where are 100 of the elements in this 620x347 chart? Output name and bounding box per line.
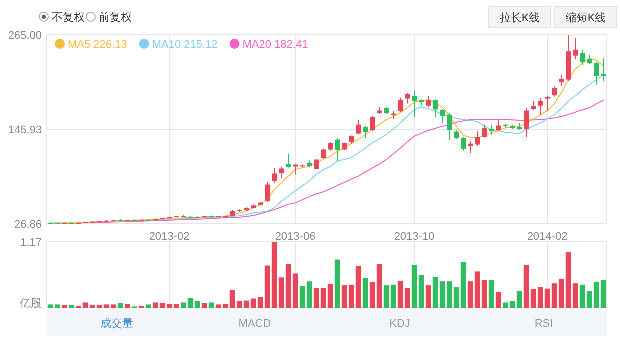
bar (370, 282, 376, 308)
bar (460, 262, 466, 308)
x-tick-label: 2013-06 (275, 231, 316, 243)
bar (68, 305, 74, 308)
text: KDJ (390, 318, 410, 330)
bar (90, 305, 96, 308)
bar (278, 278, 284, 308)
text: 1.17 (20, 237, 42, 249)
bar (272, 242, 278, 308)
bar (516, 292, 522, 308)
bar (600, 280, 606, 308)
bar (306, 282, 312, 308)
bar (174, 304, 180, 308)
bar (474, 272, 480, 308)
bar (328, 284, 334, 308)
bar (356, 266, 362, 308)
bar (566, 252, 572, 308)
bar (488, 280, 494, 308)
bar (538, 288, 544, 308)
bar (558, 278, 564, 308)
bar (146, 304, 152, 308)
bar (502, 302, 508, 308)
text: 不复权 (52, 12, 85, 24)
bar (216, 304, 222, 308)
bar (376, 264, 382, 308)
bar (110, 304, 116, 308)
text: 缩短K线 (566, 12, 606, 24)
bar (446, 282, 452, 308)
bar (286, 264, 292, 308)
bar (404, 288, 410, 308)
y-tick-label: 265.00 (8, 30, 42, 42)
bar (348, 284, 354, 308)
bar (398, 280, 404, 308)
bar (334, 260, 340, 308)
bar (496, 292, 502, 308)
bar (362, 278, 368, 308)
bar (426, 286, 432, 308)
bar (482, 280, 488, 308)
text: 前复权 (99, 12, 132, 24)
bar (180, 302, 186, 308)
legend-item: MA20 182.41 (230, 39, 308, 51)
bar (412, 265, 418, 308)
bar (572, 284, 578, 308)
bar (300, 286, 306, 308)
bar (188, 298, 194, 308)
bar (418, 275, 424, 308)
bar (208, 302, 214, 308)
bar (258, 297, 264, 308)
bar (62, 305, 68, 308)
bar (468, 282, 474, 308)
text: MACD (238, 318, 272, 330)
y-tick-label: 26.86 (14, 219, 42, 231)
bar (250, 298, 256, 308)
bar (594, 282, 600, 308)
legend-label: MA20 182.41 (242, 39, 308, 51)
bar (552, 284, 558, 308)
bar (152, 302, 158, 308)
x-tick-label: 2014-02 (527, 231, 568, 243)
bar (510, 301, 516, 308)
bar (544, 288, 550, 308)
bar (264, 266, 270, 308)
bar (166, 304, 172, 308)
bar (124, 304, 130, 308)
bar (530, 290, 536, 308)
y-axis-title: 亿股 (19, 298, 42, 310)
bar (586, 292, 592, 308)
bar (222, 304, 228, 308)
text: 成交量 (100, 317, 134, 330)
bar (440, 282, 446, 308)
bar (118, 303, 124, 308)
bar (54, 304, 60, 308)
x-tick-label: 2013-02 (149, 231, 190, 243)
bar (194, 301, 200, 308)
bar (432, 276, 438, 308)
legend-label: MA5 226.13 (68, 39, 128, 51)
bar (342, 286, 348, 308)
legend-item: MA5 226.13 (55, 39, 128, 51)
bar (48, 304, 54, 308)
bar (104, 304, 110, 308)
bar (96, 305, 102, 308)
bar (524, 265, 530, 308)
bar (236, 301, 242, 308)
legend-item: MA10 215.12 (139, 39, 218, 51)
text: RSI (534, 318, 554, 330)
bar (314, 288, 320, 308)
legend-label: MA10 215.12 (152, 39, 218, 51)
y-tick-label: 145.93 (8, 124, 42, 136)
text: 拉长K线 (500, 12, 540, 24)
bar (230, 290, 236, 308)
bar (320, 288, 326, 308)
bar (202, 303, 208, 308)
bar (454, 288, 460, 308)
bar (292, 274, 298, 308)
bar (82, 302, 88, 308)
bar (580, 284, 586, 308)
x-tick-label: 2013-10 (394, 231, 435, 243)
bar (160, 303, 166, 308)
bar (244, 300, 250, 308)
bar (384, 286, 390, 308)
bar (390, 284, 396, 308)
